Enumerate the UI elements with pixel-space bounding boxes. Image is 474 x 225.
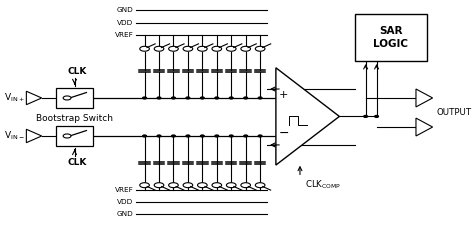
Text: CLK: CLK [67,67,86,76]
Circle shape [258,97,262,99]
Circle shape [241,183,250,188]
Circle shape [198,46,207,51]
Circle shape [157,97,161,99]
Text: VREF: VREF [115,187,134,193]
Polygon shape [276,68,339,165]
Circle shape [143,135,146,137]
Circle shape [63,134,71,138]
Circle shape [172,135,175,137]
Text: GND: GND [117,211,134,217]
Text: VREF: VREF [115,32,134,38]
Circle shape [244,97,247,99]
Circle shape [183,46,193,51]
Circle shape [169,46,178,51]
Circle shape [201,135,204,137]
Circle shape [157,135,161,137]
Text: VDD: VDD [118,199,134,205]
Circle shape [143,97,146,99]
Circle shape [255,46,265,51]
Circle shape [63,96,71,100]
Circle shape [227,183,236,188]
Circle shape [364,115,367,117]
Circle shape [169,183,178,188]
Circle shape [229,97,233,99]
Circle shape [198,183,207,188]
Circle shape [186,97,190,99]
Circle shape [212,46,222,51]
Circle shape [215,135,219,137]
Circle shape [227,46,236,51]
Text: −: − [279,127,289,140]
Circle shape [258,135,262,137]
Circle shape [140,183,149,188]
Text: GND: GND [117,7,134,13]
Polygon shape [416,118,433,136]
Text: +: + [279,90,289,100]
Text: CLK$_{\mathrm{COMP}}$: CLK$_{\mathrm{COMP}}$ [305,178,341,191]
Circle shape [154,46,164,51]
Circle shape [241,46,250,51]
Circle shape [375,115,378,117]
Circle shape [186,135,190,137]
Circle shape [244,135,247,137]
Bar [56,126,93,146]
Text: CLK: CLK [67,158,86,167]
Circle shape [172,97,175,99]
Text: $\mathsf{V_{IN-}}$: $\mathsf{V_{IN-}}$ [3,130,24,142]
Circle shape [229,135,233,137]
Bar [56,88,93,108]
Text: $\mathsf{V_{IN+}}$: $\mathsf{V_{IN+}}$ [3,92,24,104]
Text: VDD: VDD [118,20,134,26]
Text: OUTPUT: OUTPUT [437,108,472,117]
Text: SAR
LOGIC: SAR LOGIC [374,26,408,49]
Circle shape [201,97,204,99]
Text: Bootstrap Switch: Bootstrap Switch [36,114,113,123]
Circle shape [215,97,219,99]
Polygon shape [416,89,433,107]
Circle shape [212,183,222,188]
Circle shape [154,183,164,188]
Circle shape [183,183,193,188]
Circle shape [255,183,265,188]
Bar [355,14,427,61]
Circle shape [140,46,149,51]
